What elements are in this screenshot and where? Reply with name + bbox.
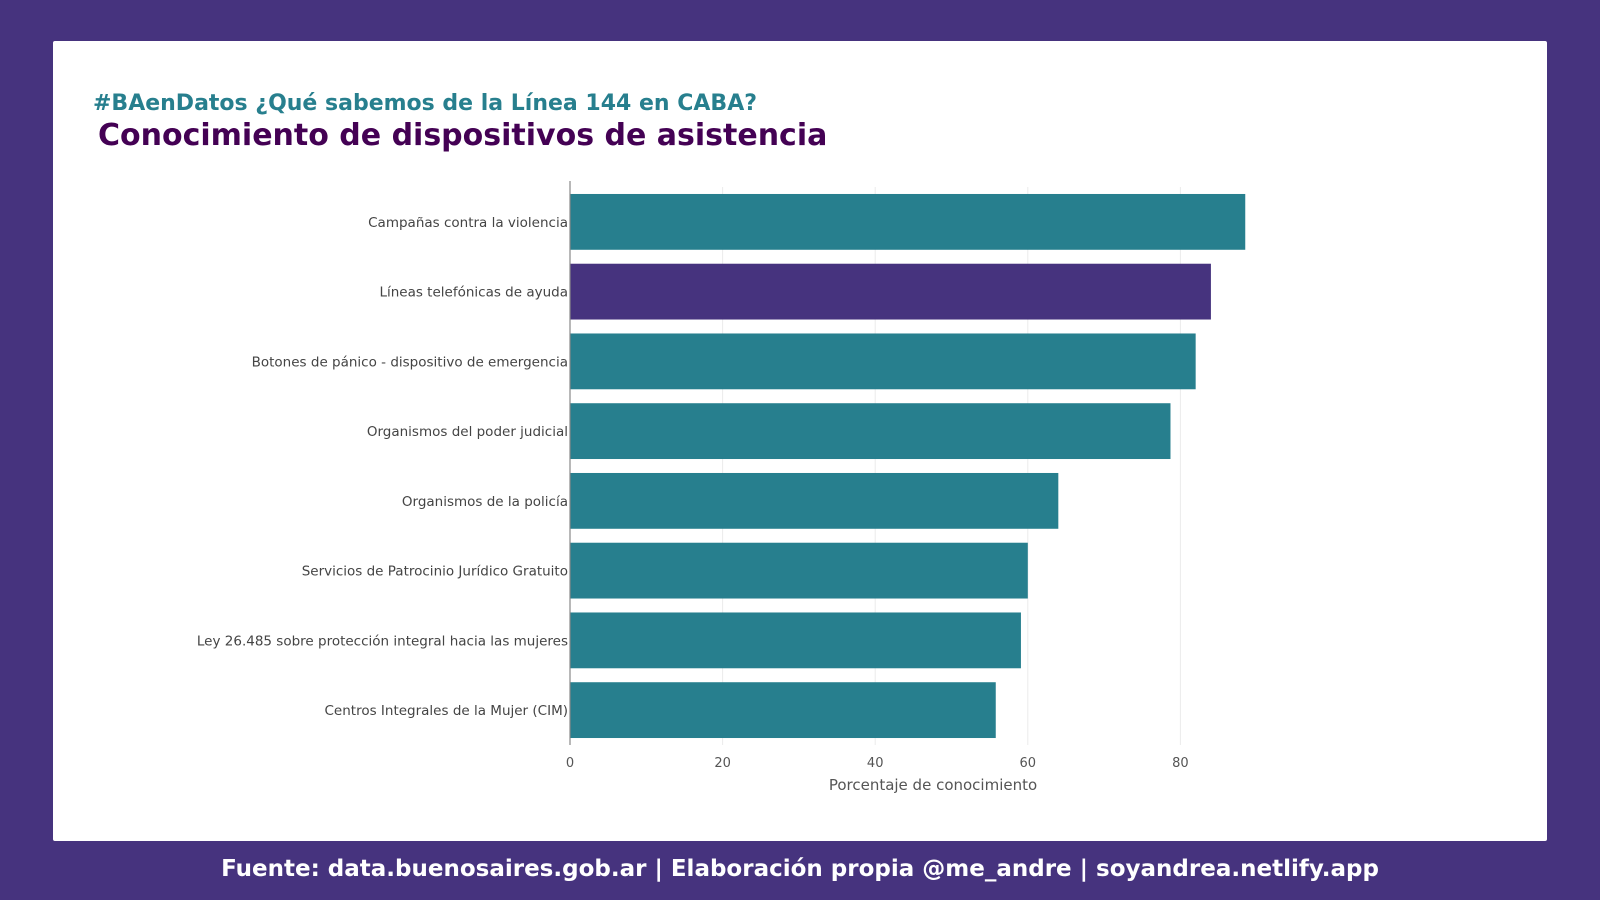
hashtag-title: #BAenDatos ¿Qué sabemos de la Línea 144 … [93, 91, 757, 116]
x-tick-label: 20 [714, 756, 731, 771]
y-tick-label: Campañas contra la violencia [368, 215, 568, 231]
bar [570, 472, 1059, 529]
y-tick-label: Ley 26.485 sobre protección integral hac… [197, 633, 568, 649]
bar [570, 542, 1028, 599]
bar [570, 682, 996, 739]
bar [570, 333, 1196, 390]
x-tick-label: 80 [1172, 756, 1189, 771]
y-tick-label: Líneas telefónicas de ayuda [379, 285, 568, 301]
source-footer: Fuente: data.buenosaires.gob.ar | Elabor… [221, 856, 1379, 882]
x-tick-label: 60 [1020, 756, 1037, 771]
y-tick-label: Centros Integrales de la Mujer (CIM) [324, 703, 568, 719]
x-tick-label: 40 [867, 756, 884, 771]
bar [570, 193, 1246, 250]
y-tick-label: Botones de pánico - dispositivo de emerg… [252, 354, 568, 370]
chart-card: #BAenDatos ¿Qué sabemos de la Línea 144 … [53, 41, 1547, 841]
bars [570, 193, 1246, 739]
bar [570, 403, 1171, 460]
bar [570, 612, 1021, 669]
y-tick-label: Organismos de la policía [402, 494, 568, 510]
bar-chart: 0 20 40 60 80 Campañas contra la violencia Lín… [197, 181, 1246, 794]
y-tick-label: Organismos del poder judicial [367, 424, 568, 440]
bar [570, 263, 1211, 320]
x-tick-label: 0 [566, 756, 574, 771]
chart-title: Conocimiento de dispositivos de asistenc… [98, 118, 828, 153]
axes: 0 20 40 60 80 Campañas contra la violencia Lín… [197, 181, 1189, 771]
x-axis-label: Porcentaje de conocimiento [829, 776, 1037, 794]
y-tick-label: Servicios de Patrocinio Jurídico Gratuit… [302, 564, 568, 580]
